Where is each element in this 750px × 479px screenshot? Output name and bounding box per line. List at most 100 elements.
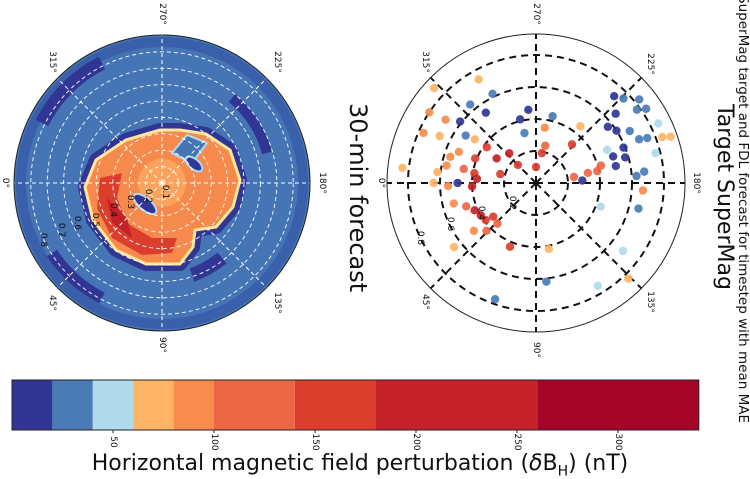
colorbar-label-unit: ) (nT) <box>568 451 629 476</box>
target-data-point <box>505 242 515 251</box>
target-data-point <box>618 246 628 256</box>
forecast-dark-band <box>189 252 227 282</box>
colorbar-label-sub: H <box>557 463 569 479</box>
forecast-theta-tick: 0° <box>0 177 10 189</box>
target-data-point <box>569 172 579 182</box>
forecast-theta-tick: 180° <box>317 172 327 194</box>
target-data-point <box>459 164 468 174</box>
target-data-point <box>540 123 549 132</box>
target-data-point <box>465 100 475 109</box>
target-data-point <box>596 202 605 211</box>
suptitle: Map of SuperMag target and FDL forecast … <box>735 0 750 424</box>
target-data-point <box>425 108 434 117</box>
target-data-point <box>461 131 470 140</box>
colorbar-tick-label: 250 <box>512 433 522 451</box>
target-data-point <box>481 108 491 117</box>
colorbar-tick-label: 100 <box>209 433 219 451</box>
target-theta-tick: 45° <box>420 294 430 310</box>
colorbar-tick-label: 50 <box>108 436 118 448</box>
target-plot-border <box>386 33 686 333</box>
target-data-point <box>634 135 644 144</box>
target-data-point <box>638 186 648 195</box>
target-data-point <box>624 274 633 283</box>
forecast-theta-tick: 225° <box>272 51 282 73</box>
target-data-point <box>658 132 667 142</box>
target-data-point <box>612 126 621 135</box>
colorbar-segment <box>12 380 53 430</box>
target-data-point <box>470 135 479 144</box>
target-data-point <box>481 215 490 225</box>
colorbar-segment <box>294 380 376 430</box>
target-data-point <box>429 178 438 188</box>
target-data-point <box>537 148 547 158</box>
target-data-point <box>474 75 483 84</box>
forecast-r-tick: 0.7 <box>56 222 66 238</box>
target-data-point <box>446 152 455 162</box>
target-data-point <box>619 94 628 103</box>
colorbar-label-text: Horizontal magnetic field perturbation ( <box>91 451 530 476</box>
target-data-point <box>611 109 620 118</box>
target-data-point <box>593 166 602 176</box>
colorbar-segment <box>173 380 214 430</box>
target-data-point <box>505 149 514 158</box>
target-data-point <box>490 295 500 304</box>
target-data-point <box>429 83 439 93</box>
forecast-darkred-region <box>107 198 132 238</box>
target-data-point <box>654 119 663 128</box>
target-data-point <box>531 162 541 172</box>
forecast-spoke-gridline <box>57 78 163 184</box>
forecast-dark-band <box>46 249 105 304</box>
target-data-point <box>398 163 407 172</box>
target-r-tick: 0.6 <box>445 216 455 232</box>
forecast-theta-tick: 90° <box>157 337 167 353</box>
target-data-point <box>462 202 471 211</box>
target-data-point <box>541 141 550 150</box>
colorbar-label-b: B <box>542 451 558 476</box>
target-data-point <box>578 176 587 185</box>
target-polar-plot <box>386 33 686 333</box>
target-data-point <box>492 154 501 163</box>
forecast-dark-band <box>228 94 272 155</box>
forecast-r-tick: 0.6 <box>72 215 82 231</box>
colorbar-label: Horizontal magnetic field perturbation (… <box>0 451 720 479</box>
forecast-theta-tick: 315° <box>47 51 57 73</box>
target-data-point <box>567 140 577 149</box>
target-data-point <box>449 199 458 208</box>
colorbar-tick-label: 150 <box>310 433 320 451</box>
target-data-point <box>602 145 612 155</box>
target-data-point <box>449 242 459 252</box>
forecast-ring-gridline <box>79 100 245 266</box>
target-ring-gridline <box>407 54 665 312</box>
target-spoke-gridline <box>535 77 642 184</box>
target-theta-tick: 180° <box>691 172 701 194</box>
target-data-point <box>488 89 497 99</box>
target-data-point <box>609 92 619 101</box>
forecast-theta-tick: 135° <box>272 292 282 314</box>
target-data-point <box>542 277 551 286</box>
target-data-point <box>453 178 462 188</box>
target-data-point <box>470 206 479 215</box>
target-data-point <box>632 171 641 181</box>
target-data-point <box>603 122 613 132</box>
target-data-point <box>640 167 649 176</box>
target-data-point <box>641 104 651 113</box>
forecast-r-tick: 0.4 <box>108 202 118 218</box>
forecast-r-tick: 0.2 <box>143 188 153 204</box>
colorbar-segment <box>92 380 134 430</box>
target-data-point <box>611 161 621 171</box>
forecast-theta-tick: 270° <box>157 3 167 25</box>
forecast-spoke-gridline <box>161 182 267 288</box>
target-spoke-gridline <box>430 182 537 289</box>
target-data-point <box>635 95 644 104</box>
colorbar-border <box>11 379 700 431</box>
target-data-point <box>524 105 533 115</box>
target-data-point <box>608 152 618 161</box>
target-data-point <box>583 168 593 178</box>
colorbar-segment <box>537 380 699 430</box>
target-ring-gridline <box>503 150 569 216</box>
target-spoke-gridline <box>535 182 642 289</box>
target-data-point <box>621 153 630 162</box>
forecast-r-tick: 0.1 <box>160 184 170 200</box>
target-data-point <box>435 131 444 141</box>
